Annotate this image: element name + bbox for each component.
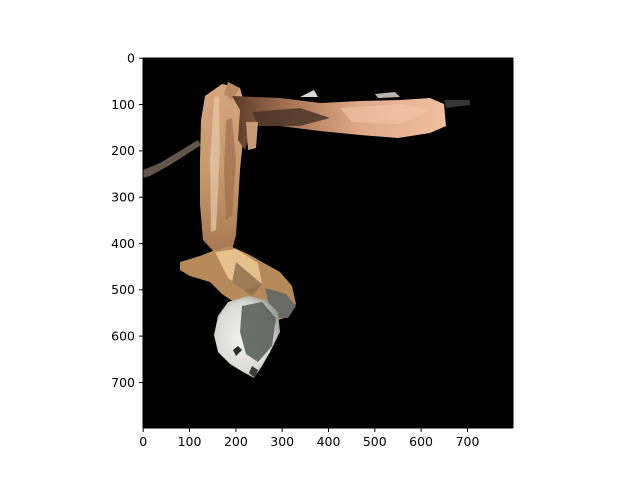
y-tick-label: 400 xyxy=(111,236,135,251)
y-tick-label: 600 xyxy=(111,328,135,343)
x-tick-label: 600 xyxy=(409,434,433,449)
y-tick-label: 200 xyxy=(111,143,135,158)
x-tick-label: 0 xyxy=(139,434,147,449)
x-tick-label: 400 xyxy=(317,434,341,449)
y-tick-label: 0 xyxy=(127,51,135,66)
x-tick-label: 200 xyxy=(224,434,248,449)
y-axis: 0 100 200 300 400 500 600 700 xyxy=(111,51,143,390)
x-tick-label: 500 xyxy=(363,434,387,449)
y-tick-label: 300 xyxy=(111,190,135,205)
x-tick-label: 700 xyxy=(456,434,480,449)
y-tick-label: 100 xyxy=(111,97,135,112)
reconstructed-object xyxy=(143,82,470,378)
x-tick-label: 300 xyxy=(270,434,294,449)
y-tick-label: 700 xyxy=(111,375,135,390)
x-axis: 0 100 200 300 400 500 600 700 xyxy=(139,428,479,449)
y-tick-label: 500 xyxy=(111,282,135,297)
x-tick-label: 100 xyxy=(178,434,202,449)
